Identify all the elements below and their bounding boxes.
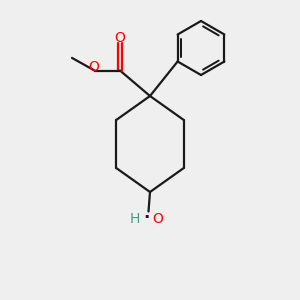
Text: O: O [88, 60, 99, 74]
Text: O: O [115, 32, 125, 45]
Text: ·: · [143, 208, 149, 226]
Text: H: H [130, 212, 140, 226]
Text: O: O [152, 212, 163, 226]
